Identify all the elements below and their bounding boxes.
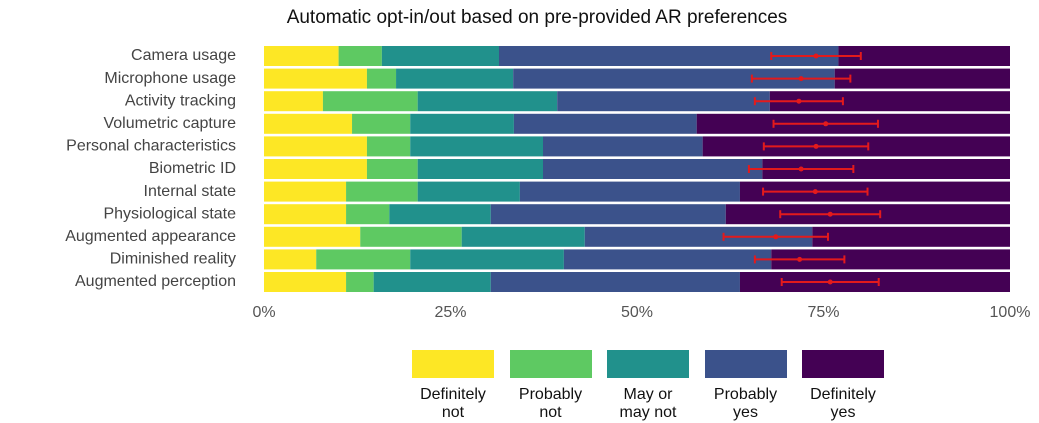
bar-segment [771,249,1010,270]
bar-segment [396,68,514,89]
error-bar-mean [797,256,803,262]
error-bar-mean [827,211,833,217]
bar-segment [366,68,397,89]
bar-segment [417,181,520,202]
bar-segment [498,46,839,66]
bar-segment [769,91,1010,112]
bar-segment [346,272,374,292]
bar-segment [346,181,418,202]
bar-segment [264,226,361,247]
bar-segment [366,159,418,179]
bar-segment [264,204,347,225]
y-tick-label: Microphone usage [104,70,236,87]
bar-segment [490,204,726,225]
bar-segment [264,46,339,66]
error-bar-mean [823,121,829,127]
x-tick-label: 0% [252,304,275,321]
bar-segment [360,226,462,247]
legend-swatch [704,350,787,378]
y-tick-label: Internal state [144,183,237,200]
legend-label: Definitely not [420,386,486,421]
bar-segment [264,113,353,134]
bar-segment [838,46,1010,66]
bar-segment [389,204,491,225]
legend-label: Definitely yes [810,386,876,421]
bar-segment [513,113,697,134]
bar-segment [410,136,544,157]
x-tick-label: 50% [621,304,653,321]
bar-segment [417,91,558,112]
bar-segment [519,181,740,202]
bar-segment [557,91,770,112]
error-bar-mean [827,279,833,285]
bar-segment [563,249,772,270]
bar-segment [264,136,367,157]
x-tick-label: 25% [434,304,466,321]
bar-segment [461,226,585,247]
error-bar-mean [798,76,804,82]
bar-segment [338,46,382,66]
error-bar-mean [798,166,804,172]
error-bar-mean [813,53,819,59]
bar-segment [381,46,499,66]
legend-item: Probably not [509,350,592,422]
bar-segment [264,91,323,112]
y-tick-label: Personal characteristics [66,138,236,155]
y-tick-label: Activity tracking [125,92,236,109]
legend-label: Probably yes [713,386,778,421]
bar-segment [834,68,1010,89]
bar-segment [316,249,411,270]
bar-segment [366,136,411,157]
y-tick-label: Biometric ID [149,160,236,177]
y-tick-label: Volumetric capture [103,115,236,132]
error-bar-mean [773,234,779,240]
y-tick-label: Camera usage [131,47,236,64]
chart-title: Automatic opt-in/out based on pre-provid… [287,7,788,28]
x-tick-label: 75% [807,304,839,321]
bar-segment [264,249,317,270]
y-tick-label: Physiological state [103,205,236,222]
bar-segment [739,181,1010,202]
bar-segment [346,204,390,225]
legend-swatch [607,350,689,378]
legend-swatch [509,350,592,378]
bar-segment [812,226,1010,247]
error-bar-mean [813,143,819,149]
bar-segment [264,68,367,89]
bar-segment [490,272,740,292]
y-tick-label: Augmented appearance [65,228,236,245]
bar-segment [584,226,813,247]
bar-segment [322,91,418,112]
legend-swatch [802,350,884,378]
bar-segment [513,68,835,89]
legend-label: Probably not [518,386,583,421]
bar-segment [352,113,411,134]
bar-segment [417,159,544,179]
error-bar-mean [812,189,818,195]
error-bar-mean [796,98,802,104]
y-tick-label: Augmented perception [75,273,236,290]
legend-swatch [412,350,494,378]
bar-segment [264,159,367,179]
legend-item: Definitely yes [802,350,884,422]
bar-segment [264,272,347,292]
bar-segment [543,136,703,157]
chart: Automatic opt-in/out based on pre-provid… [65,7,1031,321]
legend-label: May or may not [619,386,677,421]
bar-segment [762,159,1010,179]
bar-segment [264,181,347,202]
legend-item: Definitely not [412,350,494,422]
bar-segment [410,249,564,270]
bar-segment [410,113,514,134]
x-tick-label: 100% [990,304,1031,321]
y-tick-label: Diminished reality [110,251,236,268]
bar-segment [373,272,491,292]
legend-item: May or may not [607,350,689,422]
bar-segment [543,159,763,179]
legend-item: Probably yes [704,350,787,422]
